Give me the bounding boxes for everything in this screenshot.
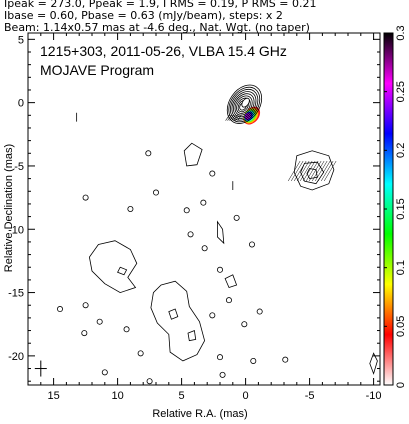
jet-hatch bbox=[293, 160, 307, 182]
evpa-vector bbox=[225, 114, 230, 121]
core-contour bbox=[226, 84, 263, 124]
jet-contour-blob bbox=[216, 266, 223, 273]
x-tick-label: -5 bbox=[305, 390, 315, 402]
evpa-vector bbox=[235, 114, 240, 121]
jet-hatch bbox=[302, 160, 316, 182]
jet-contour-blob bbox=[282, 356, 289, 363]
x-tick-label: 5 bbox=[179, 390, 185, 402]
jet-contour bbox=[88, 240, 138, 294]
colorbar-tick-label: 0.05 bbox=[395, 316, 407, 337]
jet-hatch bbox=[311, 160, 325, 182]
header-line-3: Beam: 1.14x0.57 mas at -4.6 deg., Nat. W… bbox=[4, 21, 310, 34]
colorbar: 0 0.05 0.1 0.15 0.2 0.25 0.3 bbox=[383, 25, 407, 388]
plot-frame bbox=[27, 32, 381, 386]
jet-contour bbox=[217, 220, 225, 245]
jet-contour-blob bbox=[209, 312, 216, 319]
jet-contour bbox=[168, 308, 179, 320]
evpa-vector bbox=[233, 114, 238, 121]
jet-contour bbox=[293, 150, 335, 191]
jet-contour-blob bbox=[152, 189, 159, 196]
jet-hatch bbox=[323, 160, 337, 182]
jet-contour-blob bbox=[201, 245, 208, 252]
plot-label-program: MOJAVE Program bbox=[40, 62, 154, 78]
core-contours bbox=[34, 84, 263, 377]
jet-contour-blob bbox=[146, 378, 153, 385]
y-tick-label: -20 bbox=[8, 351, 24, 363]
jet-contour-blob bbox=[256, 308, 263, 315]
core-peak bbox=[241, 97, 250, 108]
jet-contour-blob bbox=[216, 354, 223, 361]
jet-hatch bbox=[308, 160, 322, 182]
colorbar-tick-label: 0 bbox=[395, 382, 407, 388]
jet-contour-blob bbox=[248, 241, 255, 248]
x-tick-label: -10 bbox=[366, 390, 382, 402]
core-contour bbox=[229, 88, 259, 121]
jet-hatch bbox=[305, 160, 319, 182]
jet-contour-blob bbox=[137, 350, 144, 357]
plot-label-source: 1215+303, 2011-05-26, VLBA 15.4 GHz bbox=[40, 43, 287, 59]
jet-hatch bbox=[317, 160, 331, 182]
colorbar-tick-label: 0.3 bbox=[395, 25, 407, 40]
jet-contour bbox=[183, 142, 203, 167]
evpa-vector bbox=[231, 114, 236, 121]
core-contour bbox=[228, 86, 261, 123]
jet-contour-blob bbox=[81, 330, 88, 337]
plot-border bbox=[27, 32, 381, 386]
y-tick-label: -15 bbox=[8, 288, 24, 300]
jet-contour-blob bbox=[145, 150, 152, 157]
jet-hatch bbox=[290, 160, 304, 182]
jet-contour-blob bbox=[233, 214, 240, 221]
core-contour bbox=[231, 91, 257, 119]
jet-hatch bbox=[287, 160, 301, 182]
jet-contour bbox=[306, 168, 318, 180]
y-tick-label: 5 bbox=[18, 34, 24, 46]
axis-ticks: 15 10 5 0 -5 -10 5 0 -5 -10 -15 -20 bbox=[8, 33, 382, 402]
evpa-vector bbox=[237, 114, 242, 121]
jet-hatch bbox=[314, 160, 328, 182]
evpa-vector bbox=[227, 114, 232, 121]
y-tick-label: 0 bbox=[18, 98, 24, 110]
jet-contour-blob bbox=[219, 371, 226, 378]
y-tick-label: -10 bbox=[8, 224, 24, 236]
core-contour bbox=[234, 95, 253, 116]
jet-contour-blob bbox=[123, 326, 130, 333]
jet-hatch bbox=[320, 160, 334, 182]
y-axis-label: Relative Declination (mas) bbox=[3, 144, 15, 272]
colorbar-tick-label: 0.25 bbox=[395, 81, 407, 102]
jet-contour-blob bbox=[57, 306, 64, 313]
jet-contour-blob bbox=[127, 205, 134, 212]
jet-hatch bbox=[299, 160, 313, 182]
colorbar-tick-label: 0.2 bbox=[395, 143, 407, 158]
colorbar-tick-label: 0.1 bbox=[395, 260, 407, 275]
header-line-2: Ibase = 0.60, Pbase = 0.63 (mJy/beam), s… bbox=[4, 9, 283, 22]
x-tick-label: 10 bbox=[111, 390, 123, 402]
colorbar-tick-label: 0.15 bbox=[395, 198, 407, 219]
jet-contour-blob bbox=[101, 369, 108, 376]
x-tick-label: 15 bbox=[47, 390, 59, 402]
jet-contour-blob bbox=[96, 318, 103, 325]
jet-contour-blob bbox=[82, 302, 89, 309]
jet-contour bbox=[369, 352, 378, 375]
jet-contour-blob bbox=[183, 207, 190, 214]
jet-contour-blob bbox=[225, 297, 232, 304]
jet-contour-blob bbox=[241, 321, 248, 328]
x-tick-label: 0 bbox=[243, 390, 249, 402]
jet-contours bbox=[57, 112, 378, 385]
jet-contour bbox=[150, 280, 206, 362]
jet-contour-blob bbox=[250, 357, 257, 364]
x-axis-label: Relative R.A. (mas) bbox=[152, 408, 247, 420]
jet-contour-blob bbox=[209, 170, 216, 177]
header-line-1: Ipeak = 273.0, Ppeak = 1.9, I RMS = 0.19… bbox=[4, 0, 317, 10]
jet-contour bbox=[117, 266, 128, 276]
jet-contour-blob bbox=[200, 199, 207, 206]
y-tick-label: -5 bbox=[14, 161, 24, 173]
jet-contour bbox=[224, 274, 238, 288]
evpa-vector bbox=[229, 114, 234, 121]
jet-contour-blob bbox=[187, 231, 194, 238]
jet-contour-blob bbox=[82, 194, 89, 201]
jet-hatch bbox=[296, 160, 310, 182]
jet-contour bbox=[187, 330, 197, 342]
core-contour bbox=[233, 93, 255, 118]
